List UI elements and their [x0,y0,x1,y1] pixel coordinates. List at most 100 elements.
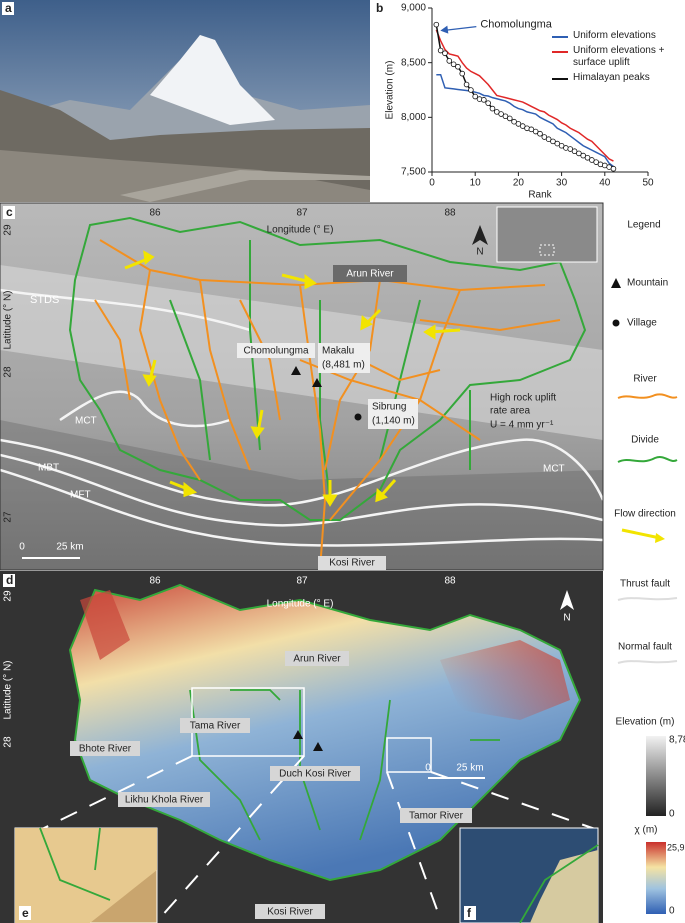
point [558,142,565,149]
colorbar-label: 25,936 [667,842,685,852]
label-box [237,343,315,358]
point [571,148,578,155]
y-tick-label: 8,000 [401,112,426,123]
point [498,111,504,117]
tick-label: 28 [3,366,14,378]
label-box [318,343,370,373]
legend-label: Elevation (m) [616,717,675,728]
point [502,113,509,120]
point [437,47,444,54]
point [442,50,448,57]
tick-label: 28 [3,736,14,748]
map-frame [0,202,604,571]
map-label: Bhote River [79,744,132,755]
legend-label: χ (m) [634,825,657,836]
point [610,165,617,172]
axis-label: Latitude (° N) [3,290,14,349]
point [545,136,552,143]
tick-label: 87 [296,208,308,219]
point [481,97,487,103]
series-line [436,73,614,168]
x-tick-label: 10 [470,178,482,189]
legend-swatch [552,36,568,38]
point [584,154,591,161]
map-label: STDS [30,294,59,306]
legend-label: River [633,374,657,385]
panel-label-bg [19,906,31,920]
north-label: N [563,613,570,624]
tick-label: 29 [3,224,14,236]
label-box [318,556,386,570]
north-label: N [476,247,483,258]
x-tick-label: 0 [429,178,435,189]
point [506,115,513,122]
point [532,128,539,135]
map-label: Chomolungma [243,346,308,357]
x-axis-label: Rank [528,190,552,201]
map-label: Tama River [190,721,241,732]
point [589,157,595,163]
point [433,21,440,28]
point [515,121,522,127]
y-tick-label: 8,500 [401,57,426,68]
point [537,130,543,137]
panel-label: b [376,1,383,15]
point [450,61,457,68]
map-label: High rock uplift [490,393,556,404]
legend-label: Thrust fault [620,579,670,590]
panel-label-bg [2,2,14,15]
panel-label: c [6,205,13,219]
label-box [333,265,407,282]
point [468,87,474,93]
panel-label: d [6,573,13,587]
annotation-arrowhead [440,25,449,34]
scale-label: 0 [425,763,431,774]
tick-label: 86 [149,208,161,219]
scale-label: 25 km [56,542,83,553]
map-c [0,203,605,571]
tick-label: 27 [3,511,14,523]
map-label: Arun River [346,269,394,280]
axis-label: Longitude (° E) [267,225,334,236]
photo [0,0,370,202]
point [493,109,500,115]
legend: Uniform elevations Uniform elevations + s… [552,30,677,87]
legend-symbols [611,278,678,914]
map-label: Kosi River [267,907,313,918]
point [554,140,561,147]
label-box [368,399,418,429]
map-label: MCT [75,416,97,427]
annotation-arrow [442,25,477,32]
map-label: rate area [490,406,530,417]
tick-label: 88 [444,576,456,587]
point [567,146,574,152]
legend-label: Normal fault [618,642,672,653]
y-axis-label: Elevation (m) [385,61,396,120]
map-label: (1,140 m) [372,416,415,427]
legend-item: Himalayan peaks [552,72,677,84]
panel-label-bg [3,206,15,219]
point [576,150,582,157]
panel-label: f [467,906,472,920]
panel-label: e [22,906,29,920]
map-label: Likhu Khola River [125,795,204,806]
map-label: Sibrung [372,402,406,413]
point [459,70,466,77]
colorbar-label: 0 [669,809,675,820]
point [519,123,526,129]
legend-label: Village [627,318,657,329]
point [472,93,479,100]
point [550,138,556,145]
legend-label: Mountain [627,278,668,289]
tick-label: 86 [149,576,161,587]
legend-label: Flow direction [614,509,676,520]
elevation-chart: 7,500 8,000 8,500 9,000 0 10 20 30 40 50 Rank Eleva… [385,3,654,201]
tick-label: 88 [444,208,456,219]
legend-swatch [552,78,568,80]
legend-item: Uniform elevations + surface uplift [552,45,677,69]
annotation: Chomolungma [480,19,552,31]
scale-label: 0 [19,542,25,553]
legend-title: Legend [627,220,660,231]
panel-label: a [5,1,12,15]
